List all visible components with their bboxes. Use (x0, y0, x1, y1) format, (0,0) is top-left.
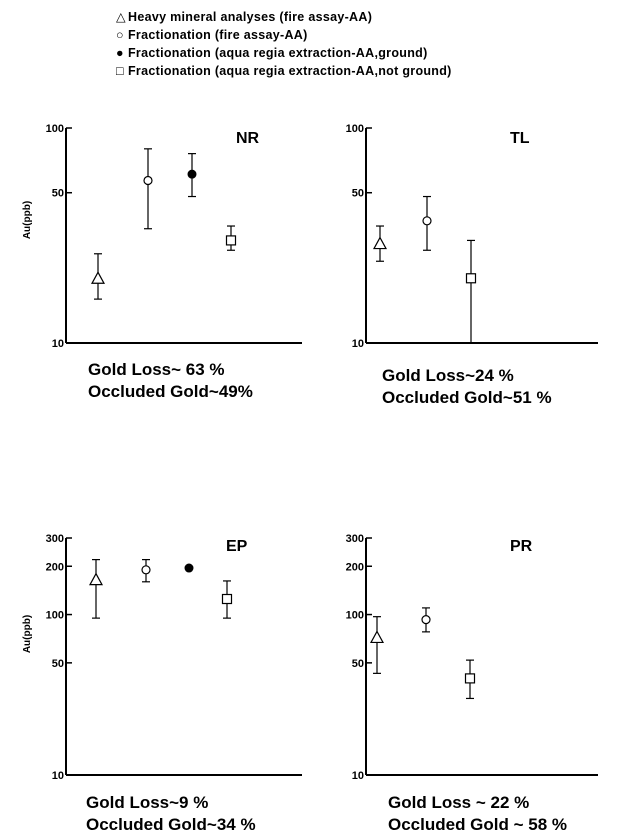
open-square-marker (225, 235, 237, 246)
y-tick-label: 10 (52, 770, 64, 782)
y-tick-label: 200 (46, 561, 64, 573)
filled-circle-marker (184, 563, 194, 573)
legend-label: Fractionation (fire assay-AA) (128, 28, 308, 42)
panel-title: PR (510, 538, 533, 555)
y-tick-label: 50 (352, 188, 364, 200)
y-axis-label: Au(ppb) (22, 201, 33, 239)
legend-item: ● Fractionation (aqua regia extraction-AA… (116, 44, 452, 62)
y-tick-label: 50 (52, 188, 64, 200)
triangle-marker-icon: △ (116, 10, 126, 24)
open-circle-marker-icon: ○ (116, 28, 124, 42)
triangle-marker (88, 572, 104, 586)
y-tick-label: 200 (346, 561, 364, 573)
gold-loss-text: Gold Loss~9 % (86, 793, 209, 812)
y-tick-label: 50 (52, 658, 64, 670)
legend-item: ○ Fractionation (fire assay-AA) (116, 26, 452, 44)
occluded-gold-text: Occluded Gold ~ 58 % (388, 815, 568, 834)
y-tick-label: 50 (352, 658, 364, 670)
open-circle-marker (422, 216, 432, 226)
occluded-gold-text: Occluded Gold~51 % (382, 388, 552, 407)
open-circle-marker (143, 175, 153, 186)
open-square-marker (464, 673, 476, 684)
panel-title: TL (510, 130, 530, 147)
legend-label: Fractionation (aqua regia extraction-AA,… (128, 64, 452, 78)
y-tick-label: 100 (346, 123, 364, 135)
triangle-marker (369, 630, 385, 644)
chart-panel-pr: 10 50 100 200 300 PR (346, 533, 598, 782)
y-tick-label: 10 (352, 770, 364, 782)
triangle-marker (372, 236, 388, 250)
gold-loss-text: Gold Loss~ 63 % (88, 360, 225, 379)
open-square-marker (465, 273, 477, 284)
occluded-gold-text: Occluded Gold~49% (88, 382, 253, 401)
y-tick-label: 100 (46, 610, 64, 622)
chart-panel-ep: 10 50 100 200 300 EP Au(ppb) (22, 533, 302, 782)
panel-title: EP (226, 538, 248, 555)
nr-caption: Gold Loss~ 63 % Occluded Gold~49% (88, 359, 253, 403)
legend-item: △ Heavy mineral analyses (fire assay-AA) (116, 8, 452, 26)
y-tick-label: 300 (346, 533, 364, 545)
occluded-gold-text: Occluded Gold~34 % (86, 815, 256, 834)
pr-caption: Gold Loss ~ 22 % Occluded Gold ~ 58 % (388, 792, 567, 836)
chart-panel-nr: 10 50 100 NR Au(ppb) (22, 123, 302, 350)
y-tick-label: 300 (46, 533, 64, 545)
gold-loss-text: Gold Loss~24 % (382, 366, 514, 385)
filled-circle-marker (187, 169, 197, 179)
y-tick-label: 10 (352, 338, 364, 350)
open-circle-marker (421, 615, 431, 625)
triangle-marker (90, 271, 106, 284)
open-square-marker-icon: □ (116, 64, 124, 78)
open-circle-marker (141, 565, 151, 575)
legend: △ Heavy mineral analyses (fire assay-AA) … (116, 8, 452, 80)
legend-label: Heavy mineral analyses (fire assay-AA) (128, 10, 373, 24)
filled-circle-marker-icon: ● (116, 46, 124, 60)
ep-caption: Gold Loss~9 % Occluded Gold~34 % (86, 792, 256, 836)
chart-panel-tl: 10 50 100 TL (346, 123, 598, 350)
y-tick-label: 100 (346, 610, 364, 622)
tl-caption: Gold Loss~24 % Occluded Gold~51 % (382, 365, 552, 409)
y-axis-label: Au(ppb) (22, 615, 33, 653)
y-tick-label: 100 (46, 123, 64, 135)
gold-loss-text: Gold Loss ~ 22 % (388, 793, 530, 812)
y-tick-label: 10 (52, 338, 64, 350)
legend-item: □ Fractionation (aqua regia extraction-AA… (116, 62, 452, 80)
legend-label: Fractionation (aqua regia extraction-AA,… (128, 46, 428, 60)
open-square-marker (221, 593, 233, 605)
panel-title: NR (236, 130, 260, 147)
